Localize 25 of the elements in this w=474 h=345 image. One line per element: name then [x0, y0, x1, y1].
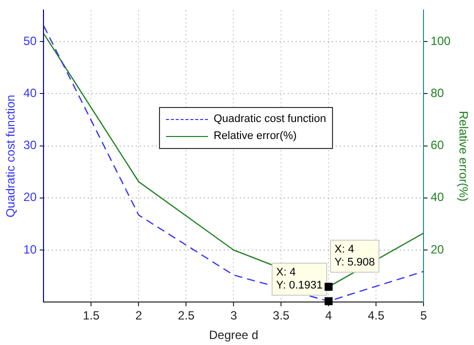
y-tick-label: 30	[23, 138, 38, 152]
annotation: X: 4 Y: 0.1931	[276, 266, 323, 292]
y2-tick-label: 20	[430, 242, 444, 256]
x-axis-title: Degree d	[208, 328, 258, 342]
y-tick-label: 40	[23, 86, 38, 100]
y-tick-label: 10	[23, 242, 38, 256]
y-tick-label: 50	[23, 34, 38, 48]
x-tick-label: 3	[230, 308, 238, 323]
y-tick-label: 20	[23, 190, 38, 204]
x-tick-label: 2	[135, 308, 142, 323]
y-axis-title: Quadratic cost function	[4, 94, 18, 218]
x-tick-label: 4	[325, 308, 332, 323]
y2-tick-label: 100	[430, 34, 451, 48]
y2-axis-title: Relative error(%)	[456, 110, 470, 202]
x-tick-label: 1.5	[82, 308, 100, 323]
x-tick-label: 2.5	[178, 308, 195, 323]
x-tick-label: 4.5	[368, 308, 385, 323]
y2-tick-label: 80	[430, 86, 444, 100]
y2-tick-label: 40	[430, 190, 444, 204]
annotation: X: 4 Y: 5.908	[334, 244, 375, 269]
x-tick-label: 5	[420, 308, 428, 323]
x-tick-label: 3.5	[272, 308, 290, 323]
legend-label: Relative error(%)	[214, 130, 297, 142]
legend-label: Quadratic cost function	[214, 113, 326, 126]
y2-tick-label: 60	[430, 138, 444, 152]
